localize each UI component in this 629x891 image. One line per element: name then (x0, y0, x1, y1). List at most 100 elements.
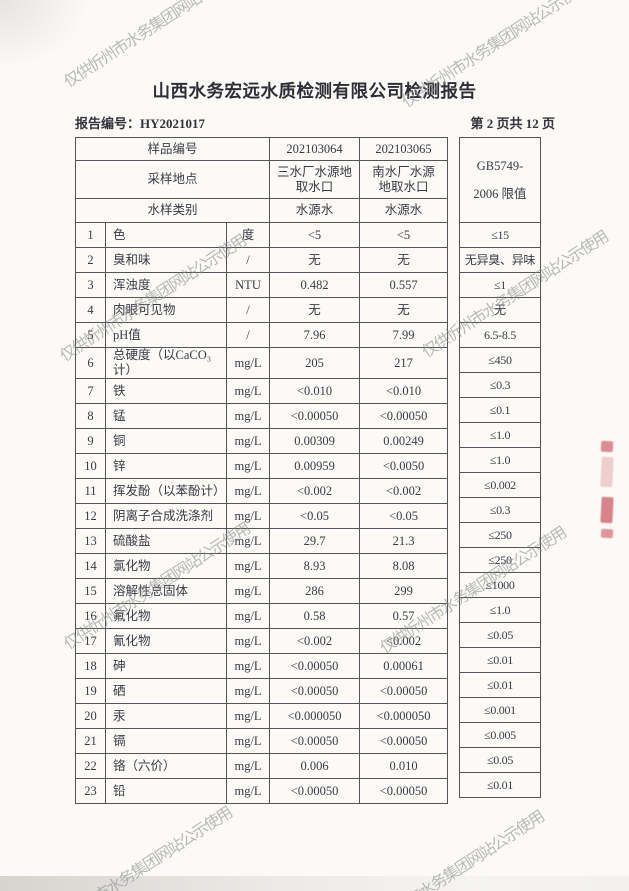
sample1-value-cell: 8.93 (269, 553, 361, 579)
meta-value-cell: 202103065 (359, 137, 449, 161)
limit-value-cell: 6.5-8.5 (459, 322, 541, 348)
sample1-value-cell: <0.00050 (269, 653, 361, 679)
watermark-text: 仅供忻州市水务集团网站公示使用 (43, 804, 235, 891)
limit-value-cell: ≤0.05 (459, 622, 541, 648)
limit-value-cell: ≤1 (459, 272, 541, 298)
sample1-value-cell: <0.00050 (269, 678, 361, 704)
unit-cell: mg/L (225, 553, 271, 579)
sample2-value-cell: <0.00050 (359, 678, 449, 704)
table-row: 5 pH值/7.96 7.99 (75, 322, 449, 348)
sample1-value-cell: <0.002 (269, 628, 361, 654)
meta-value-cell: 水源水 (359, 198, 449, 223)
report-number-value: HY2021017 (140, 116, 206, 131)
sample1-value-cell: 0.58 (269, 603, 361, 629)
sample2-value-cell: <0.002 (359, 478, 449, 504)
sample1-value-cell: <0.05 (269, 503, 361, 529)
sample2-value-cell: 0.00249 (359, 428, 449, 454)
num-cell: 9 (75, 428, 106, 454)
unit-cell: / (225, 322, 271, 348)
report-number-label: 报告编号： (75, 116, 141, 131)
limit-header-line1: GB5749- (476, 158, 524, 173)
limit-column: GB5749- 2006 限值 ≤15 无异臭、异味 ≤1 无 6.5-8.5 ≤450 ≤… (459, 137, 541, 798)
limit-value-cell: ≤250 (459, 547, 541, 573)
num-cell: 19 (75, 678, 106, 704)
num-cell: 13 (75, 528, 106, 554)
red-seal-fragment (599, 440, 621, 543)
page-indicator: 第 2 页共 12 页 (470, 116, 555, 131)
sample2-value-cell: 7.99 (359, 322, 449, 348)
meta-value-cell: 三水厂水源地 取水口 (269, 160, 361, 199)
param-name-cell: 镉 (105, 728, 227, 754)
limit-row: ≤15 (459, 222, 541, 248)
limit-row: ≤0.3 (459, 497, 541, 523)
num-cell: 6 (75, 347, 106, 379)
table-row: 17 氰化物 mg/L <0.002 <0.002 (75, 628, 449, 654)
num-cell: 2 (75, 247, 106, 273)
sample1-value-cell: 0.006 (269, 753, 361, 779)
param-name-cell: 氟化物 (105, 603, 227, 629)
table-row: 6 总硬度（以CaCO₃计） mg/L 205 217 (75, 347, 449, 379)
table-meta-row: 样品编号 202103064 202103065 (74, 137, 449, 161)
sample1-value-cell: 286 (269, 578, 361, 604)
table-meta-row: 采样地点 三水厂水源地 取水口 南水厂水源 地取水口 (74, 160, 449, 199)
sample1-value-cell: 0.00309 (269, 428, 361, 454)
table-row: 10 锌 mg/L 0.00959 <0.0050 (75, 453, 449, 479)
limit-value-cell: 无 (459, 297, 541, 323)
sample2-value-cell: 0.57 (359, 603, 449, 629)
limit-header-line2: 2006 限值 (473, 186, 527, 201)
unit-cell: mg/L (225, 753, 271, 779)
param-name-cell: 总硬度（以CaCO₃计） (105, 347, 227, 379)
param-name-cell: 阴离子合成洗涤剂 (105, 503, 227, 529)
meta-value-line: 202103065 (375, 141, 432, 156)
sample2-value-cell: <0.00050 (359, 778, 449, 804)
limit-row: ≤0.001 (459, 697, 541, 723)
limit-value-cell: ≤1.0 (459, 422, 541, 448)
sample2-value-cell: <5 (359, 222, 449, 248)
limit-value-cell: ≤0.3 (459, 372, 541, 398)
param-name-cell: 浑浊度 (105, 272, 227, 298)
unit-cell: mg/L (225, 453, 271, 479)
table-row: 23 铅 mg/L <0.00050 <0.00050 (75, 778, 449, 804)
limit-value-cell: ≤0.3 (459, 497, 541, 523)
watermark-text: 仅供忻州市水务集团网站公示使用 (355, 808, 547, 891)
sample2-value-cell: <0.0050 (359, 453, 449, 479)
num-cell: 4 (75, 297, 106, 323)
sample2-value-cell: <0.00050 (359, 728, 449, 754)
unit-cell: NTU (225, 272, 271, 298)
meta-value-line: 取水口 (295, 179, 334, 194)
sample1-value-cell: <0.00050 (269, 778, 361, 804)
limit-row: 无 (459, 297, 541, 323)
meta-value-line: 三水厂水源地 (277, 164, 353, 179)
num-cell: 7 (75, 378, 106, 404)
table-row: 12 阴离子合成洗涤剂 mg/L <0.05 <0.05 (75, 503, 449, 529)
sample2-value-cell: 299 (359, 578, 449, 604)
num-cell: 15 (75, 578, 106, 604)
sample1-value-cell: <0.002 (269, 478, 361, 504)
table-row: 3 浑浊度 NTU 0.482 0.557 (75, 272, 449, 298)
limit-value-cell: ≤0.01 (459, 772, 541, 798)
meta-value-line: 南水厂水源 (372, 164, 435, 179)
results-table: 样品编号 202103064 202103065 采样地点 三水厂水源地 取水口 南水厂水源… (74, 137, 449, 804)
meta-value-line: 水源水 (295, 203, 334, 217)
num-cell: 11 (75, 478, 106, 504)
param-name-cell: 溶解性总固体 (105, 578, 227, 604)
unit-cell: mg/L (225, 728, 271, 754)
table-row: 22 铬（六价） mg/L 0.006 0.010 (75, 753, 449, 779)
num-cell: 14 (75, 553, 106, 579)
limit-value-cell: ≤450 (459, 347, 541, 373)
limit-row: ≤0.01 (459, 647, 541, 673)
unit-cell: mg/L (225, 578, 271, 604)
meta-value-cell: 南水厂水源 地取水口 (359, 160, 449, 199)
sample1-value-cell: 7.96 (269, 322, 361, 348)
num-cell: 17 (75, 628, 106, 654)
limit-row: ≤1.0 (459, 447, 541, 473)
sample2-value-cell: <0.002 (359, 628, 449, 654)
param-name-cell: 锰 (105, 403, 227, 429)
unit-cell: / (225, 247, 271, 273)
unit-cell: mg/L (225, 778, 271, 804)
table-row: 4 肉眼可见物 / 无无 (75, 297, 449, 323)
meta-label-cell: 水样类别 (74, 198, 271, 223)
param-name-cell: 铅 (105, 778, 227, 804)
sample1-value-cell: 0.482 (269, 272, 361, 298)
